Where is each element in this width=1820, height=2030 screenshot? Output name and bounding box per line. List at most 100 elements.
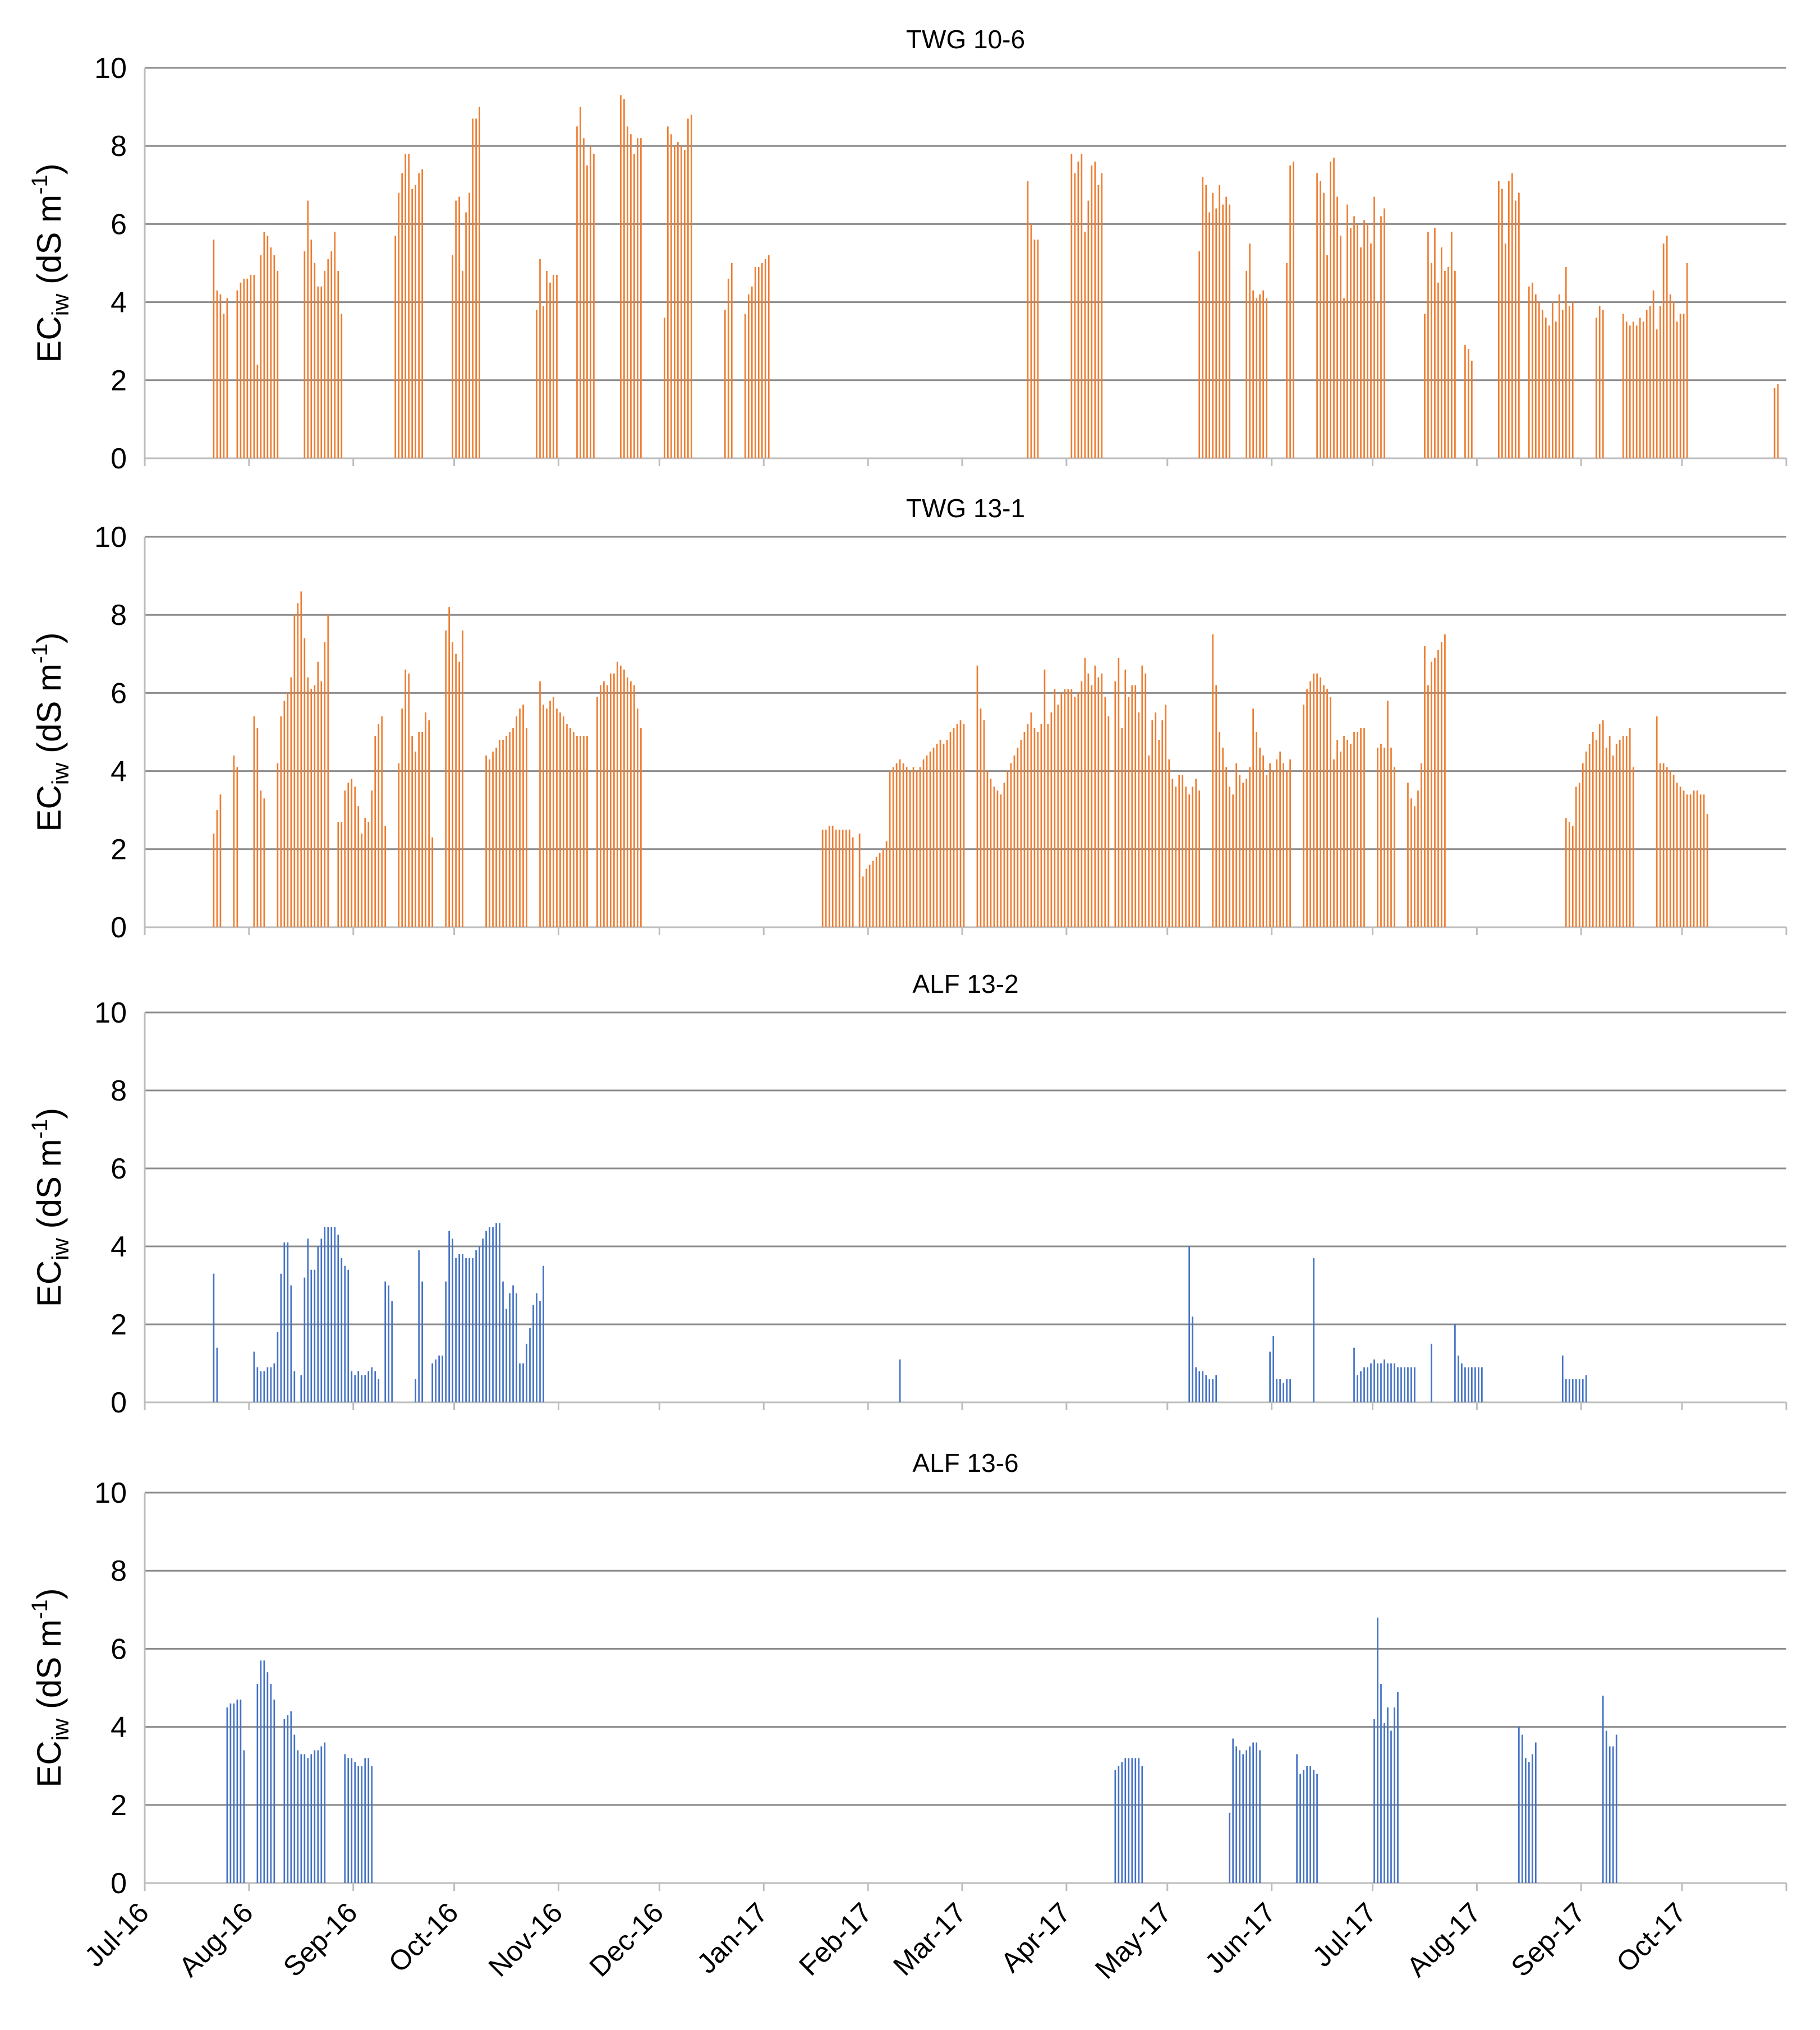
bar (394, 236, 397, 458)
bar (1632, 767, 1634, 927)
bar (623, 669, 625, 927)
bar (1131, 1758, 1133, 1883)
bar (240, 1699, 242, 1883)
bar (1528, 286, 1530, 458)
bar (304, 1754, 306, 1883)
bar (637, 138, 638, 458)
bar (1081, 681, 1083, 927)
bar (539, 681, 541, 927)
bar (1198, 1371, 1201, 1402)
bar (600, 685, 601, 927)
bar (361, 1375, 363, 1402)
x-tick-label: Nov-16 (482, 1896, 569, 1983)
bar (1434, 228, 1436, 458)
bar (563, 716, 564, 927)
bar (347, 1758, 350, 1883)
bar (1256, 1742, 1257, 1883)
bar (388, 1285, 390, 1402)
bar (1212, 634, 1214, 927)
bar (351, 1758, 353, 1883)
bar (1138, 1758, 1140, 1883)
bar (1037, 240, 1039, 458)
bar (266, 1367, 269, 1402)
bar (452, 1239, 453, 1402)
bar (216, 290, 218, 458)
bar (1353, 216, 1355, 458)
bar (1232, 794, 1234, 927)
bar (543, 1265, 544, 1402)
bar (1367, 224, 1368, 458)
bar (576, 735, 578, 927)
bar (300, 1754, 302, 1883)
chart-title: TWG 13-1 (906, 494, 1025, 523)
bar (1205, 185, 1207, 458)
bar (526, 728, 527, 927)
bar (1777, 384, 1779, 458)
bar (1363, 728, 1365, 927)
bar (367, 822, 370, 927)
y-tick-label: 6 (111, 1633, 127, 1665)
bar (415, 1379, 417, 1402)
bar (683, 150, 686, 458)
bar (236, 1699, 238, 1883)
bar (310, 689, 312, 927)
bar (1410, 798, 1412, 927)
bar (1303, 705, 1304, 927)
bar (1134, 1758, 1137, 1883)
bar (1672, 775, 1675, 927)
bar (1676, 782, 1678, 927)
bar (415, 751, 417, 927)
bar (351, 1371, 353, 1402)
bar (1662, 243, 1665, 458)
bar (1421, 763, 1422, 927)
bar (516, 716, 517, 927)
y-axis-label-unit: (dS m (30, 664, 68, 763)
bar (1296, 1754, 1298, 1883)
bar (983, 720, 985, 927)
y-axis-label-sup: -1 (27, 1119, 52, 1139)
bar (1384, 1723, 1385, 1883)
bar (1394, 767, 1395, 927)
bar (1118, 657, 1120, 927)
bar (1141, 1766, 1143, 1883)
bar (236, 767, 238, 927)
bar (1259, 294, 1261, 458)
bar (1269, 763, 1271, 927)
bar (1006, 771, 1009, 927)
x-tick-label: Mar-17 (887, 1896, 972, 1982)
bar (936, 743, 938, 927)
bar (479, 107, 480, 459)
x-tick-label: Feb-17 (793, 1896, 878, 1982)
bar (1656, 329, 1658, 458)
bar (465, 1258, 467, 1402)
bar (324, 1742, 326, 1883)
bar (421, 732, 424, 927)
bar (236, 290, 238, 458)
bar (1350, 743, 1352, 927)
bar (1276, 1379, 1277, 1402)
y-axis-label-main: EC (30, 785, 68, 831)
bar (505, 735, 507, 927)
bar (637, 708, 638, 927)
bar (1155, 712, 1157, 927)
bar (569, 728, 571, 927)
bar (1608, 1746, 1611, 1883)
bar (949, 732, 952, 927)
bar (674, 146, 675, 458)
y-tick-label: 8 (111, 1555, 127, 1587)
bar (283, 701, 286, 927)
bar (367, 1758, 370, 1883)
bar (1679, 786, 1681, 927)
bar (1340, 236, 1341, 458)
bar (586, 735, 588, 927)
bar (1343, 298, 1345, 458)
bar (468, 1258, 470, 1402)
bar-series (213, 1223, 1587, 1402)
bar (266, 1672, 269, 1883)
bar (1602, 310, 1604, 458)
bar (1578, 782, 1580, 927)
bar (1662, 763, 1665, 927)
bar (1683, 314, 1685, 458)
bar (297, 1750, 299, 1883)
